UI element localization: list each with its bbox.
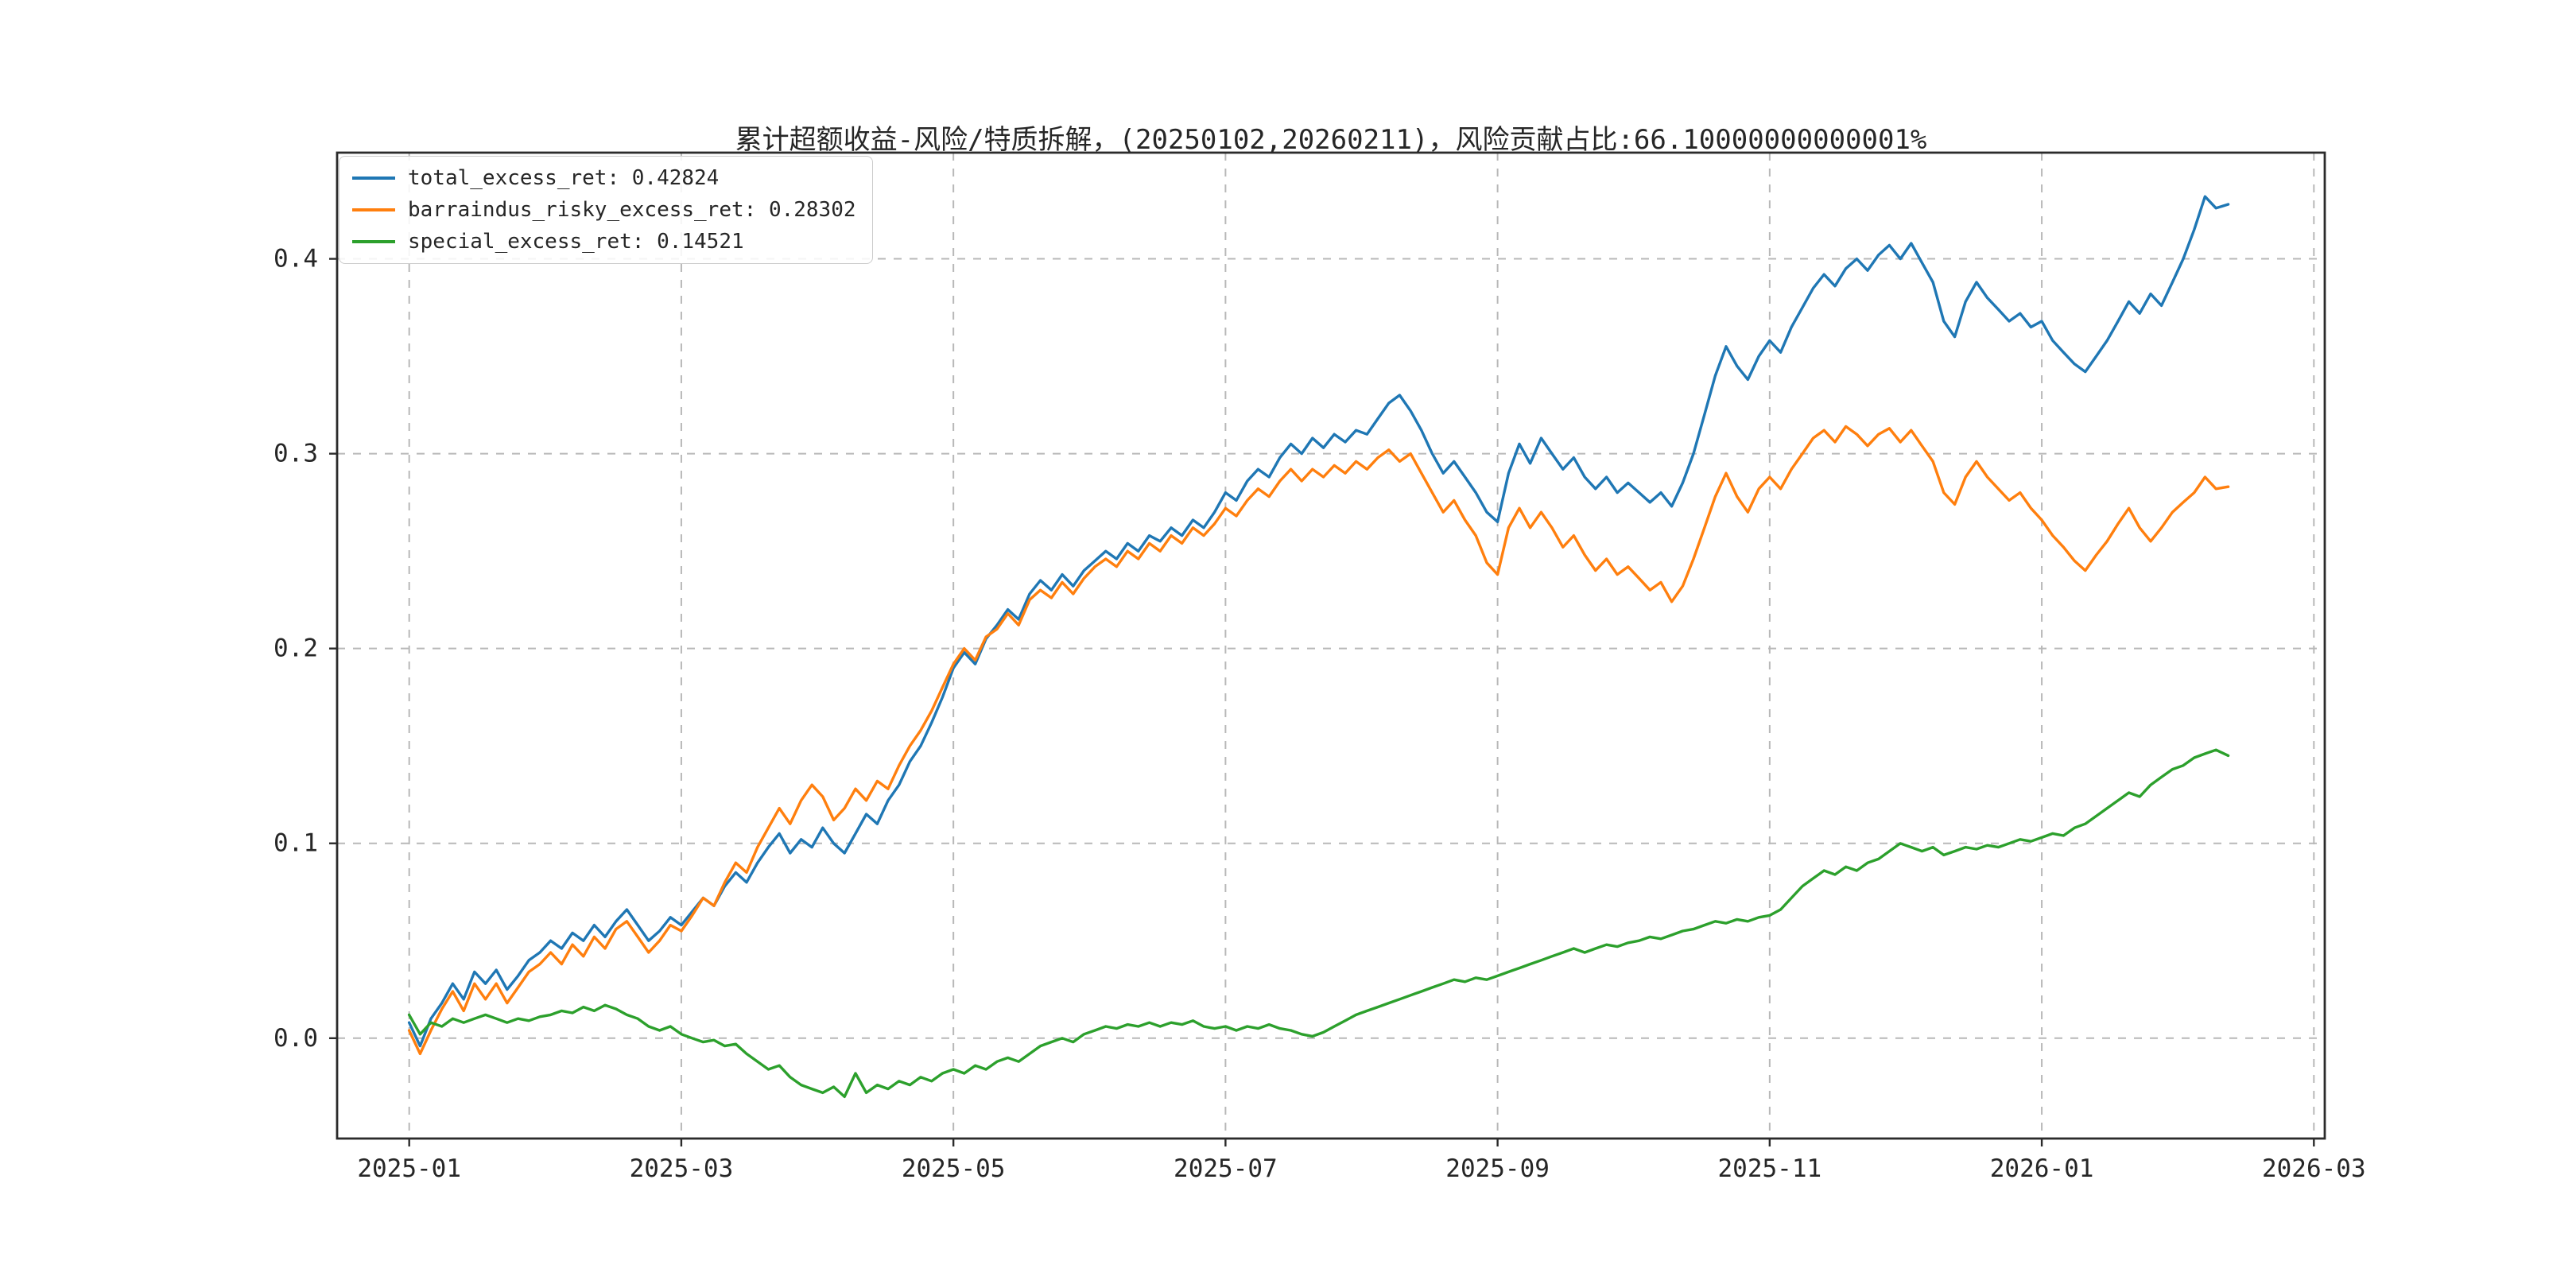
legend-item-special_excess_ret: special_excess_ret: 0.14521 — [352, 230, 856, 254]
legend-label-total_excess_ret: total_excess_ret: 0.42824 — [408, 166, 720, 190]
legend: total_excess_ret: 0.42824 barraindus_risk… — [339, 156, 873, 264]
legend-line-sample-special_excess_ret — [352, 240, 395, 243]
y-tick-label-0.0: 0.0 — [274, 1024, 318, 1053]
legend-label-special_excess_ret: special_excess_ret: 0.14521 — [408, 230, 744, 254]
y-tick-label-0.2: 0.2 — [274, 634, 318, 663]
x-tick-label-2025-09: 2025-09 — [1445, 1154, 1550, 1183]
series-line-special_excess_ret — [407, 748, 2230, 1099]
chart-title: 累计超额收益-风险/特质拆解，(20250102,20260211)，风险贡献占… — [735, 124, 1927, 156]
x-tick-label-2025-11: 2025-11 — [1718, 1154, 1822, 1183]
y-tick-label-0.4: 0.4 — [274, 245, 318, 274]
legend-label-barraindus_risky_excess_ret: barraindus_risky_excess_ret: 0.28302 — [408, 198, 856, 222]
x-tick-label-2025-03: 2025-03 — [630, 1154, 734, 1183]
legend-line-sample-total_excess_ret — [352, 177, 395, 180]
x-tick-label-2025-01: 2025-01 — [357, 1154, 461, 1183]
legend-item-total_excess_ret: total_excess_ret: 0.42824 — [352, 166, 856, 190]
series-line-barraindus_risky_excess_ret — [407, 425, 2230, 1056]
x-tick-label-2026-03: 2026-03 — [2262, 1154, 2366, 1183]
axes-border — [336, 151, 2326, 1140]
y-tick-label-0.1: 0.1 — [274, 829, 318, 858]
legend-line-sample-barraindus_risky_excess_ret — [352, 208, 395, 211]
x-tick-label-2025-05: 2025-05 — [902, 1154, 1006, 1183]
y-tick-label-0.3: 0.3 — [274, 440, 318, 468]
x-tick-label-2025-07: 2025-07 — [1174, 1154, 1278, 1183]
x-tick-label-2026-01: 2026-01 — [1990, 1154, 2094, 1183]
legend-item-barraindus_risky_excess_ret: barraindus_risky_excess_ret: 0.28302 — [352, 198, 856, 222]
